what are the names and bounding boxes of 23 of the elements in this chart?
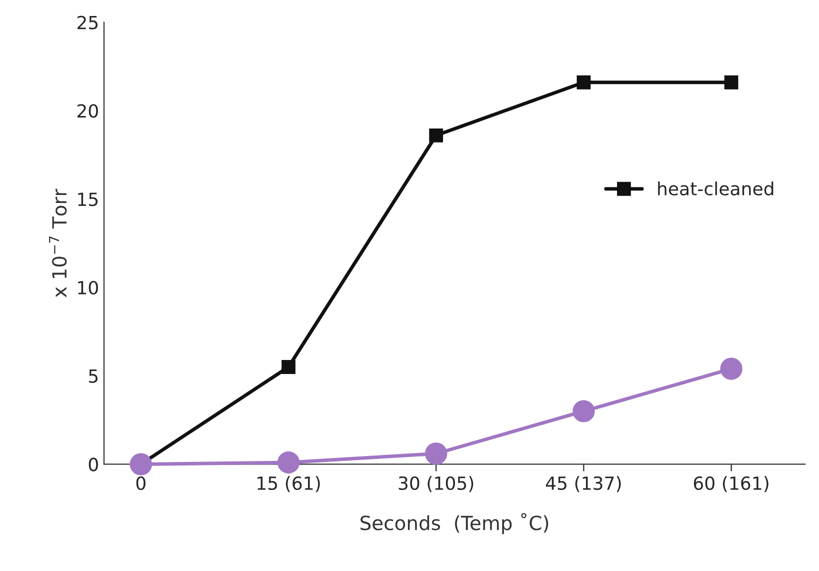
x-tick-label: 15 (61) xyxy=(258,476,320,492)
y-tick-label: 10 xyxy=(78,280,98,295)
x-tick-label: 45 (137) xyxy=(546,476,621,492)
point xyxy=(576,75,591,90)
y-axis-title: x 10$^{−7}$ Torr xyxy=(49,188,67,298)
point xyxy=(572,400,595,422)
y-tick-label: 15 xyxy=(78,192,98,206)
y-tick-label: 25 xyxy=(78,16,98,30)
x-tick-label: 30 (105) xyxy=(398,476,474,492)
y-tick-label: 20 xyxy=(78,104,98,118)
x-axis-title: Seconds (Temp ˚C) xyxy=(360,512,548,534)
point xyxy=(277,451,300,474)
x-tick-label: 60 (161) xyxy=(694,476,768,492)
point xyxy=(724,75,738,90)
point xyxy=(282,360,296,374)
x-tick-label: 0 xyxy=(136,476,146,490)
point xyxy=(130,453,152,476)
y-tick-label: 5 xyxy=(89,370,98,383)
point xyxy=(720,358,742,380)
y-tick-label: 0 xyxy=(88,458,98,472)
legend-label: heat-cleaned xyxy=(658,181,774,196)
point xyxy=(424,442,448,465)
point xyxy=(429,128,444,142)
